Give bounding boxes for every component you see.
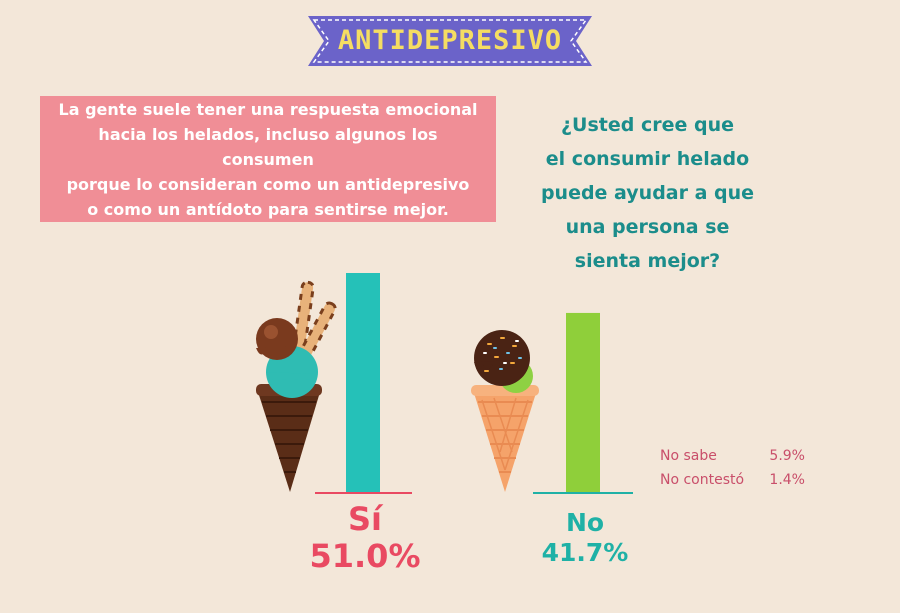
data-label-si: 51.0% [309, 537, 421, 575]
chocolate-ice-cream-cone-icon [256, 280, 337, 492]
banner-ribbon-shape [308, 16, 592, 66]
category-label-no: No [565, 508, 605, 537]
title-banner: ANTIDEPRESIVO [308, 12, 592, 70]
survey-question: ¿Usted cree que el consumir helado puede… [525, 108, 770, 278]
legend-item-no-contesto: No contestó 1.4% [660, 468, 805, 492]
bar-si [346, 273, 380, 492]
mint-chocolate-ice-cream-cone-icon [471, 330, 539, 492]
page-title: ANTIDEPRESIVO [337, 25, 563, 56]
description-text: La gente suele tener una respuesta emoci… [54, 97, 482, 222]
question-line: sienta mejor? [574, 250, 721, 272]
description-box: La gente suele tener una respuesta emoci… [40, 96, 496, 222]
question-line: el consumir helado [545, 148, 750, 170]
description-line: La gente suele tener una respuesta emoci… [58, 99, 478, 119]
bar-no [566, 312, 600, 492]
question-line: una persona se [565, 216, 730, 238]
bar-group [315, 273, 633, 494]
legend-item-no-sabe: No sabe 5.9% [660, 444, 805, 468]
description-line: porque lo consideran como un antidepresi… [66, 174, 470, 194]
legend-label: No contestó [660, 472, 745, 488]
description-line: o como un antídoto para sentirse mejor. [87, 199, 449, 219]
description-line: hacia los helados, incluso algunos los c… [98, 124, 438, 169]
category-label-si: Sí [347, 500, 382, 538]
legend: No sabe 5.9% No contestó 1.4% [660, 444, 805, 492]
question-line: puede ayudar a que [540, 182, 755, 204]
question-line: ¿Usted cree que [561, 114, 734, 136]
data-label-no: 41.7% [541, 538, 629, 567]
legend-value: 5.9% [769, 448, 805, 464]
legend-label: No sabe [660, 448, 717, 464]
legend-value: 1.4% [769, 472, 805, 488]
